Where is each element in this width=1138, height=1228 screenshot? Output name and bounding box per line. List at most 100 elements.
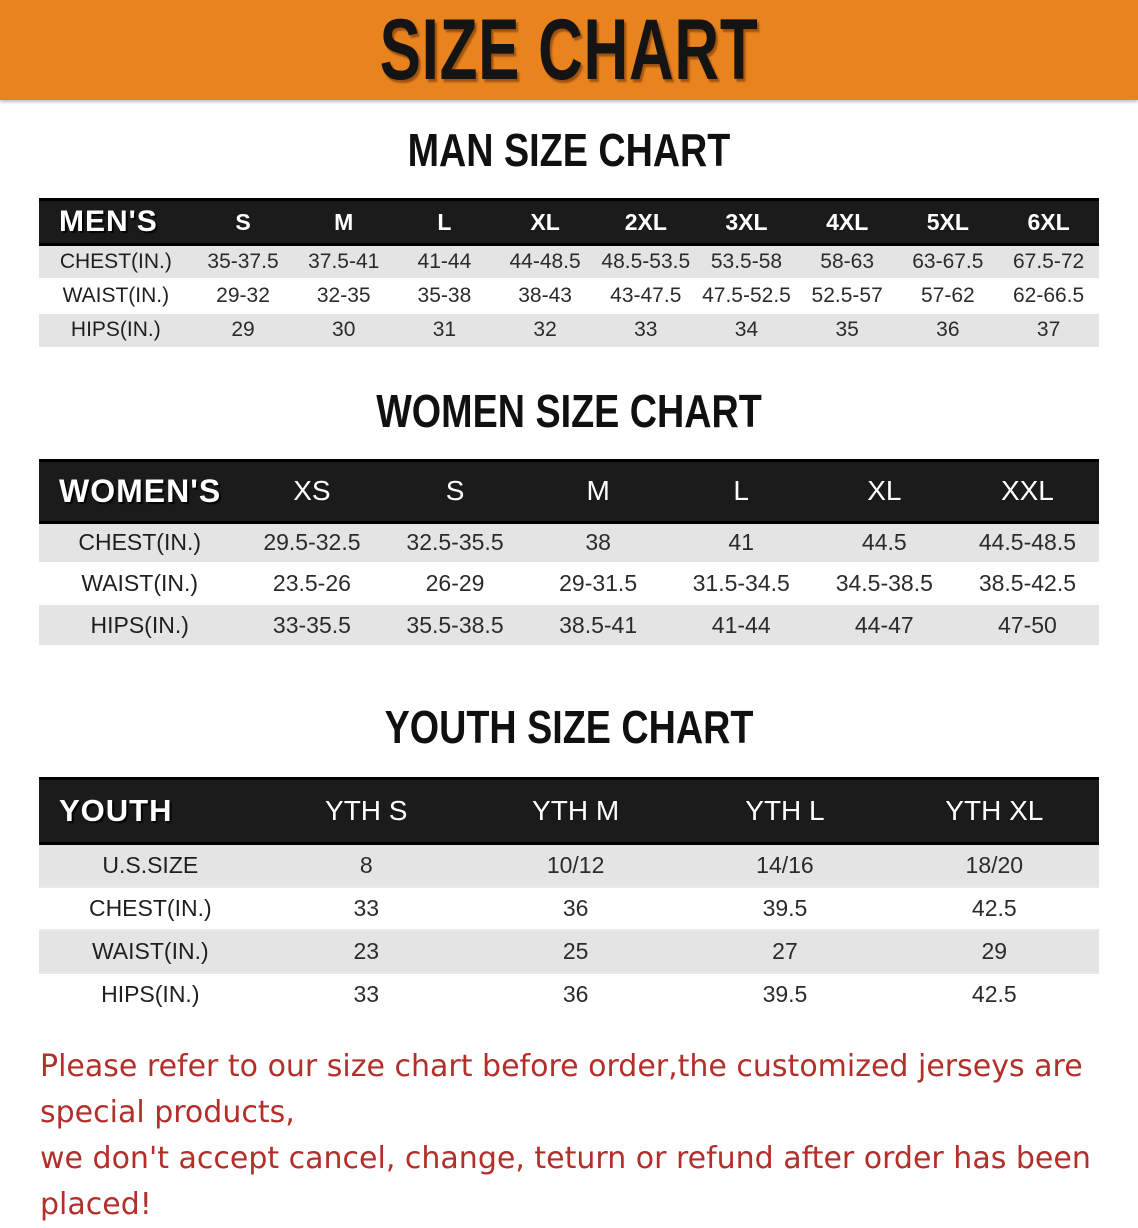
size-value-cell: 29-32 bbox=[192, 277, 294, 313]
women-size-chart-title: WOMEN SIZE CHART bbox=[376, 384, 762, 437]
order-disclaimer: Please refer to our size chart before or… bbox=[40, 1044, 1120, 1228]
size-value-cell: 37.5-41 bbox=[293, 243, 395, 279]
size-column-header: 3XL bbox=[696, 198, 797, 246]
size-value-cell: 34 bbox=[696, 311, 797, 347]
size-column-header: YTH L bbox=[680, 777, 890, 845]
size-value-cell: 32 bbox=[494, 311, 596, 347]
size-value-cell: 8 bbox=[261, 842, 471, 887]
size-column-header: YTH XL bbox=[889, 777, 1099, 845]
women-size-chart-section: WOMEN SIZE CHART WOMEN'S XS S M L XL XXL CHEST(… bbox=[0, 384, 1138, 645]
size-value-cell: 36 bbox=[470, 971, 681, 1016]
youth-size-chart-title: YOUTH SIZE CHART bbox=[384, 701, 754, 753]
table-row: WAIST(IN.) 29-32 32-35 35-38 38-43 43-47.5 47.… bbox=[39, 277, 1099, 313]
size-value-cell: 43-47.5 bbox=[595, 277, 697, 313]
row-label: CHEST(IN.) bbox=[39, 521, 241, 563]
table-row: CHEST(IN.) 35-37.5 37.5-41 41-44 44-48.5 48.5… bbox=[39, 243, 1099, 279]
disclaimer-line-2: we don't accept cancel, change, teturn o… bbox=[40, 1140, 1091, 1222]
size-value-cell: 31 bbox=[394, 311, 495, 347]
size-value-cell: 33 bbox=[261, 971, 471, 1016]
size-value-cell: 58-63 bbox=[796, 243, 898, 279]
size-value-cell: 31.5-34.5 bbox=[669, 562, 813, 604]
youth-size-table: YOUTH YTH S YTH M YTH L YTH XL U.S.SIZE 8 10/12… bbox=[39, 777, 1099, 1016]
table-name-header: MEN'S bbox=[39, 198, 193, 246]
size-value-cell: 67.5-72 bbox=[998, 243, 1099, 279]
size-value-cell: 35 bbox=[796, 311, 898, 347]
size-column-header: 6XL bbox=[998, 198, 1099, 246]
size-value-cell: 38.5-42.5 bbox=[955, 562, 1099, 604]
size-value-cell: 35-38 bbox=[394, 277, 495, 313]
row-label: WAIST(IN.) bbox=[39, 562, 241, 604]
table-row: CHEST(IN.) 29.5-32.5 32.5-35.5 38 41 44.5 44.5… bbox=[39, 521, 1099, 563]
size-column-header: 2XL bbox=[595, 198, 697, 246]
row-label: U.S.SIZE bbox=[39, 842, 262, 887]
size-value-cell: 39.5 bbox=[680, 971, 890, 1016]
size-value-cell: 33 bbox=[595, 311, 697, 347]
row-label: HIPS(IN.) bbox=[39, 603, 241, 645]
size-column-header: YTH M bbox=[470, 777, 681, 845]
size-column-header: S bbox=[383, 458, 527, 524]
size-value-cell: 32.5-35.5 bbox=[383, 521, 527, 563]
size-value-cell: 42.5 bbox=[889, 971, 1099, 1016]
size-column-header: XL bbox=[494, 198, 596, 246]
size-value-cell: 34.5-38.5 bbox=[812, 562, 956, 604]
size-value-cell: 23.5-26 bbox=[240, 562, 384, 604]
size-value-cell: 39.5 bbox=[680, 885, 890, 930]
row-label: CHEST(IN.) bbox=[39, 885, 262, 930]
size-value-cell: 29.5-32.5 bbox=[240, 521, 384, 563]
size-value-cell: 57-62 bbox=[897, 277, 999, 313]
table-name-header: WOMEN'S bbox=[39, 458, 241, 524]
size-column-header: L bbox=[394, 198, 495, 246]
size-value-cell: 41 bbox=[669, 521, 813, 563]
size-value-cell: 23 bbox=[261, 928, 471, 973]
size-value-cell: 47-50 bbox=[955, 603, 1099, 645]
size-value-cell: 10/12 bbox=[470, 842, 681, 887]
size-column-header: XXL bbox=[955, 458, 1099, 524]
size-value-cell: 38-43 bbox=[494, 277, 596, 313]
size-value-cell: 27 bbox=[680, 928, 890, 973]
table-row: WAIST(IN.) 23 25 27 29 bbox=[39, 928, 1099, 973]
table-header-row: YOUTH YTH S YTH M YTH L YTH XL bbox=[39, 777, 1099, 845]
banner-title: SIZE CHART bbox=[379, 2, 759, 98]
size-value-cell: 35-37.5 bbox=[192, 243, 294, 279]
size-value-cell: 30 bbox=[293, 311, 395, 347]
size-value-cell: 36 bbox=[897, 311, 999, 347]
size-column-header: L bbox=[669, 458, 813, 524]
size-value-cell: 41-44 bbox=[669, 603, 813, 645]
size-value-cell: 44.5 bbox=[812, 521, 956, 563]
size-value-cell: 29 bbox=[889, 928, 1099, 973]
size-value-cell: 36 bbox=[470, 885, 681, 930]
size-value-cell: 63-67.5 bbox=[897, 243, 999, 279]
size-column-header: S bbox=[192, 198, 294, 246]
size-value-cell: 26-29 bbox=[383, 562, 527, 604]
size-column-header: 4XL bbox=[796, 198, 898, 246]
size-value-cell: 33-35.5 bbox=[240, 603, 384, 645]
row-label: CHEST(IN.) bbox=[39, 243, 193, 279]
mens-size-table: MEN'S S M L XL 2XL 3XL 4XL 5XL 6XL CHEST(IN.) 35-37… bbox=[39, 198, 1099, 347]
man-size-chart-section: MAN SIZE CHART MEN'S S M L XL 2XL 3XL 4XL 5XL 6XL… bbox=[0, 126, 1138, 347]
table-row: HIPS(IN.) 33 36 39.5 42.5 bbox=[39, 971, 1099, 1016]
size-value-cell: 25 bbox=[470, 928, 681, 973]
size-value-cell: 47.5-52.5 bbox=[696, 277, 797, 313]
table-name-header: YOUTH bbox=[39, 777, 262, 845]
size-column-header: XL bbox=[812, 458, 956, 524]
size-chart-banner: SIZE CHART bbox=[0, 0, 1138, 100]
table-row: HIPS(IN.) 29 30 31 32 33 34 35 36 37 bbox=[39, 311, 1099, 347]
size-value-cell: 44-47 bbox=[812, 603, 956, 645]
size-value-cell: 44.5-48.5 bbox=[955, 521, 1099, 563]
table-header-row: WOMEN'S XS S M L XL XXL bbox=[39, 458, 1099, 524]
size-value-cell: 62-66.5 bbox=[998, 277, 1099, 313]
table-header-row: MEN'S S M L XL 2XL 3XL 4XL 5XL 6XL bbox=[39, 198, 1099, 246]
table-row: WAIST(IN.) 23.5-26 26-29 29-31.5 31.5-34.5 34… bbox=[39, 562, 1099, 604]
womens-size-table: WOMEN'S XS S M L XL XXL CHEST(IN.) 29.5-32.5 32.5… bbox=[39, 458, 1099, 645]
size-value-cell: 35.5-38.5 bbox=[383, 603, 527, 645]
size-value-cell: 52.5-57 bbox=[796, 277, 898, 313]
size-column-header: M bbox=[293, 198, 395, 246]
size-value-cell: 18/20 bbox=[889, 842, 1099, 887]
size-column-header: M bbox=[526, 458, 670, 524]
size-column-header: XS bbox=[240, 458, 384, 524]
row-label: WAIST(IN.) bbox=[39, 277, 193, 313]
size-value-cell: 38.5-41 bbox=[526, 603, 670, 645]
size-column-header: YTH S bbox=[261, 777, 471, 845]
size-value-cell: 29 bbox=[192, 311, 294, 347]
